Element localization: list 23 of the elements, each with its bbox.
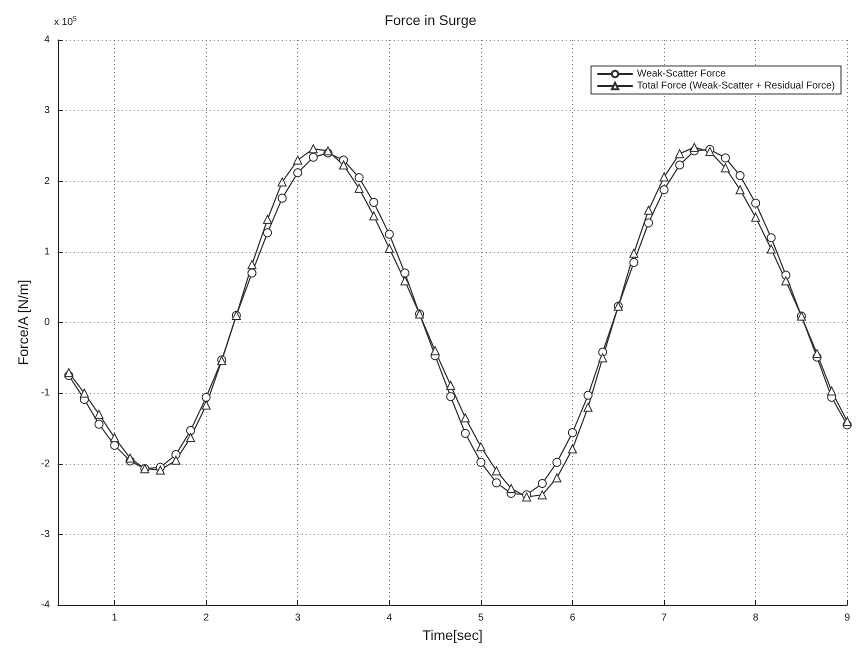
x-tick-label: 5: [478, 612, 484, 624]
x-tick-label: 2: [203, 612, 210, 624]
y-tick-label: -4: [40, 600, 50, 610]
x-axis-title: Time[sec]: [422, 626, 483, 643]
legend-label: Total Force (Weak-Scatter + Residual Force): [637, 80, 836, 92]
chart-title: Force in Surge: [384, 12, 477, 28]
y-axis-title: Force/A [N/m]: [15, 280, 31, 366]
x-tick-label: 1: [112, 612, 118, 624]
y-tick-label: -3: [40, 528, 50, 540]
x-tick-label: 4: [386, 612, 393, 624]
x-tick-label: 9: [844, 612, 850, 624]
y-tick-label: 4: [44, 34, 50, 46]
y-tick-label: 0: [44, 317, 50, 328]
legend-label: Weak-Scatter Force: [637, 68, 726, 80]
x-tick-label: 7: [661, 612, 668, 624]
x-tick-label: 3: [294, 612, 301, 624]
y-tick-label: 2: [44, 176, 50, 187]
y-tick-label: -2: [40, 458, 50, 470]
x-tick-label: 8: [752, 612, 759, 624]
x-tick-label: 6: [570, 612, 576, 624]
y-tick-label: 3: [44, 105, 50, 116]
y-tick-label: 1: [44, 246, 50, 258]
y-tick-label: -1: [40, 388, 50, 399]
